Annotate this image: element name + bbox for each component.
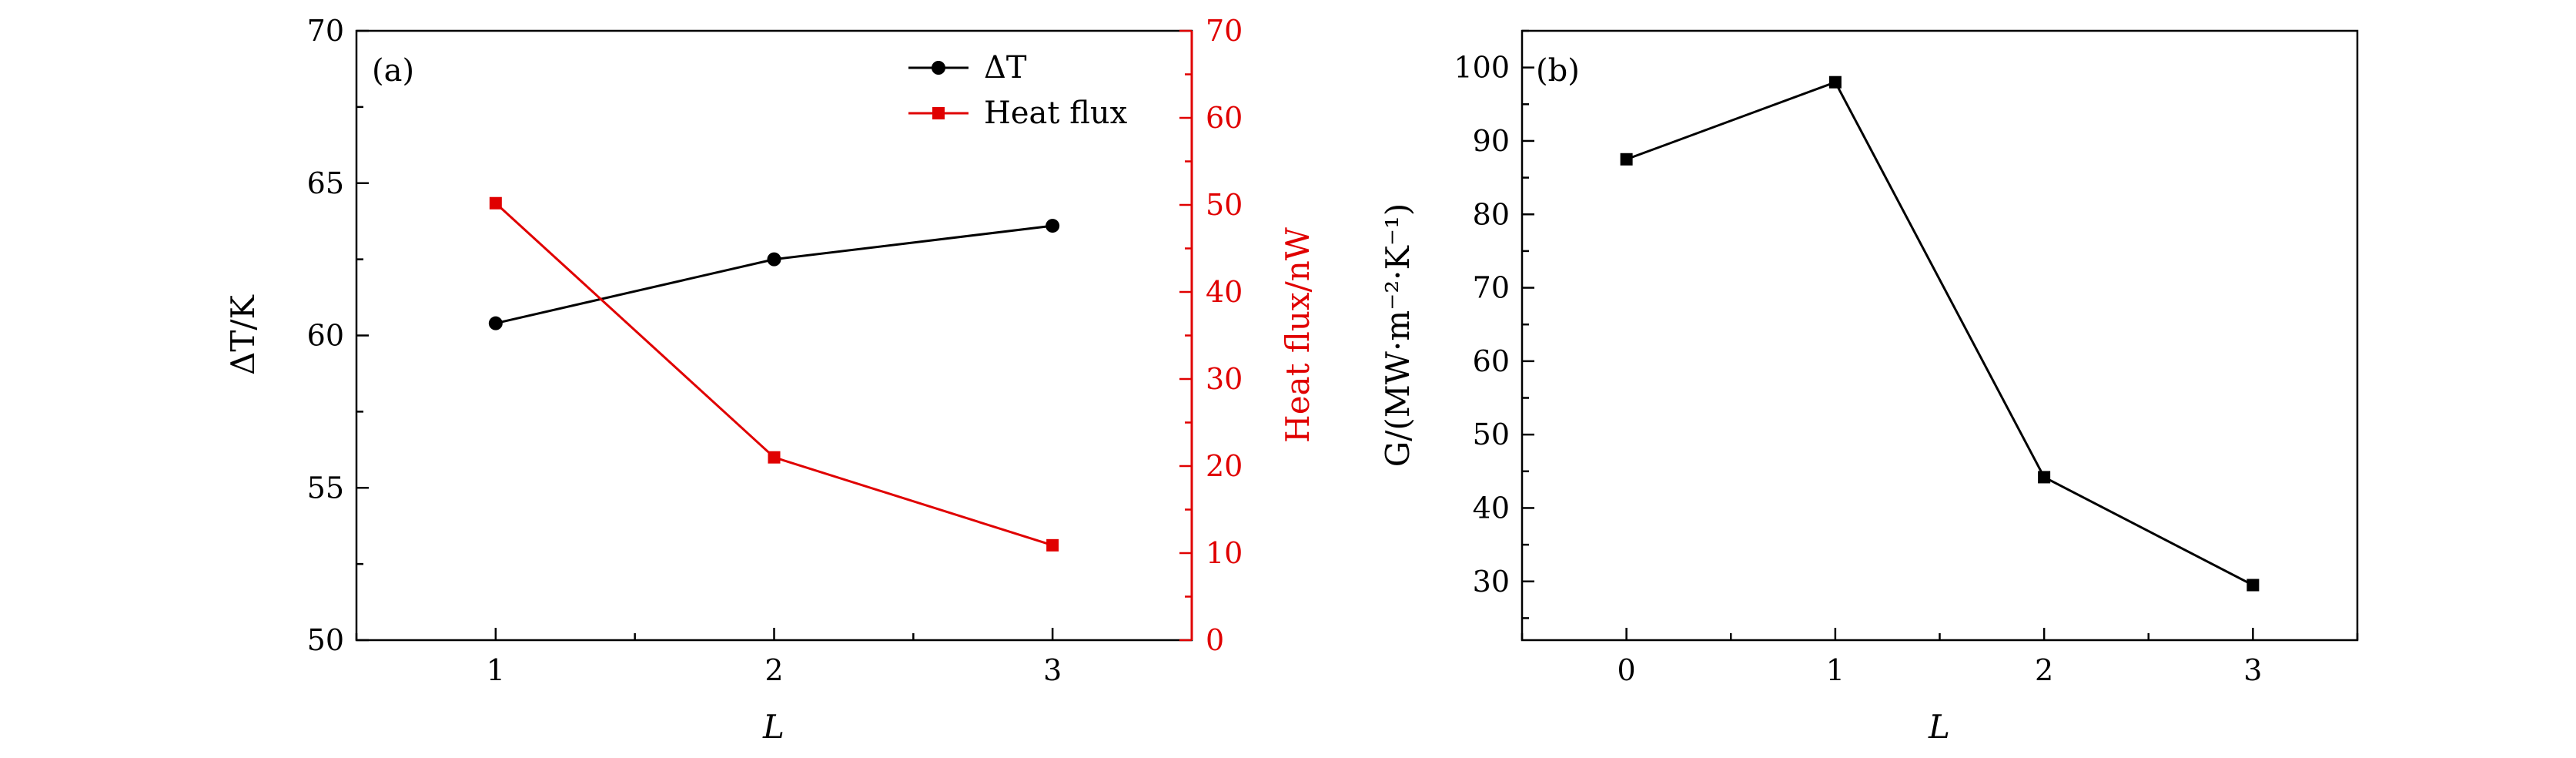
panel-b: (b) 0 1 2 3 30 40 50 60 70 80 90 100 L G/(MW·m⁻²·K… [1379, 29, 2359, 746]
panel-a-y2-axis-label: Heat flux/nW [1279, 226, 1316, 443]
legend-label-delta-t: ΔT [984, 50, 1027, 86]
y2-tick-label: 30 [1206, 362, 1243, 396]
y-tick-label: 70 [307, 14, 344, 48]
series-line-g [1626, 80, 2254, 586]
y2-tick-label: 20 [1206, 449, 1243, 483]
data-point [2246, 579, 2260, 592]
panel-a-y-ticks: 50 55 60 65 70 [307, 14, 369, 657]
legend-marker-delta-t [932, 61, 945, 75]
y2-tick-label: 40 [1206, 275, 1243, 309]
data-point [1828, 75, 1842, 89]
y-tick-label: 65 [307, 166, 344, 200]
x-tick-label: 0 [1618, 653, 1636, 687]
panel-b-frame [1521, 29, 2359, 642]
panel-a-y-axis-label: ΔT/K [224, 293, 262, 374]
panel-b-x-ticks: 0 1 2 3 [1521, 628, 2359, 687]
x-tick-label: 2 [2035, 653, 2053, 687]
data-point [768, 451, 781, 464]
x-tick-label: 1 [487, 653, 505, 687]
data-point [488, 316, 503, 330]
legend-label-heat-flux: Heat flux [984, 96, 1128, 131]
y-tick-label: 100 [1454, 51, 1510, 85]
y-tick-label: 90 [1473, 124, 1510, 158]
y2-tick-label: 70 [1206, 14, 1243, 48]
x-tick-label: 3 [2243, 653, 2262, 687]
panel-b-y-axis-label: G/(MW·m⁻²·K⁻¹) [1379, 203, 1417, 468]
y-tick-label: 80 [1473, 197, 1510, 231]
y2-tick-label: 50 [1206, 188, 1243, 222]
panel-a-x-ticks: 1 2 3 [355, 628, 1193, 687]
data-point [1045, 219, 1060, 233]
y-tick-label: 50 [1473, 418, 1510, 451]
data-point [2038, 471, 2051, 484]
y2-tick-label: 10 [1206, 536, 1243, 570]
series-line--t [495, 224, 1053, 325]
panel-a: (a) 1 2 3 50 55 60 65 70 0 10 20 30 40 50 60 70 L ΔT/… [224, 14, 1316, 746]
data-point [489, 196, 502, 210]
panel-a-legend: ΔT Heat flux [908, 50, 1128, 131]
panel-b-y-ticks: 30 40 50 60 70 80 90 100 [1454, 29, 1534, 619]
y-tick-label: 55 [307, 471, 344, 505]
y2-tick-label: 0 [1206, 623, 1224, 657]
data-point [1046, 538, 1059, 552]
y-tick-label: 50 [307, 623, 344, 657]
panel-a-series [488, 196, 1060, 552]
panel-a-label: (a) [372, 53, 414, 89]
x-tick-label: 1 [1826, 653, 1845, 687]
y-tick-label: 60 [1473, 344, 1510, 378]
x-tick-label: 3 [1043, 653, 1062, 687]
data-point [1620, 153, 1633, 166]
panel-a-y2-ticks: 0 10 20 30 40 50 60 70 [1179, 14, 1243, 657]
x-tick-label: 2 [764, 653, 783, 687]
y-tick-label: 70 [1473, 271, 1510, 305]
y2-tick-label: 60 [1206, 101, 1243, 135]
panel-b-label: (b) [1536, 53, 1580, 89]
y-tick-label: 30 [1473, 565, 1510, 599]
panel-b-series [1620, 75, 2260, 592]
panel-a-x-axis-label: L [762, 708, 785, 746]
legend-marker-heat-flux [932, 107, 945, 119]
y-tick-label: 60 [307, 319, 344, 353]
data-point [767, 252, 781, 267]
panel-b-x-axis-label: L [1928, 708, 1950, 746]
y-tick-label: 40 [1473, 491, 1510, 525]
